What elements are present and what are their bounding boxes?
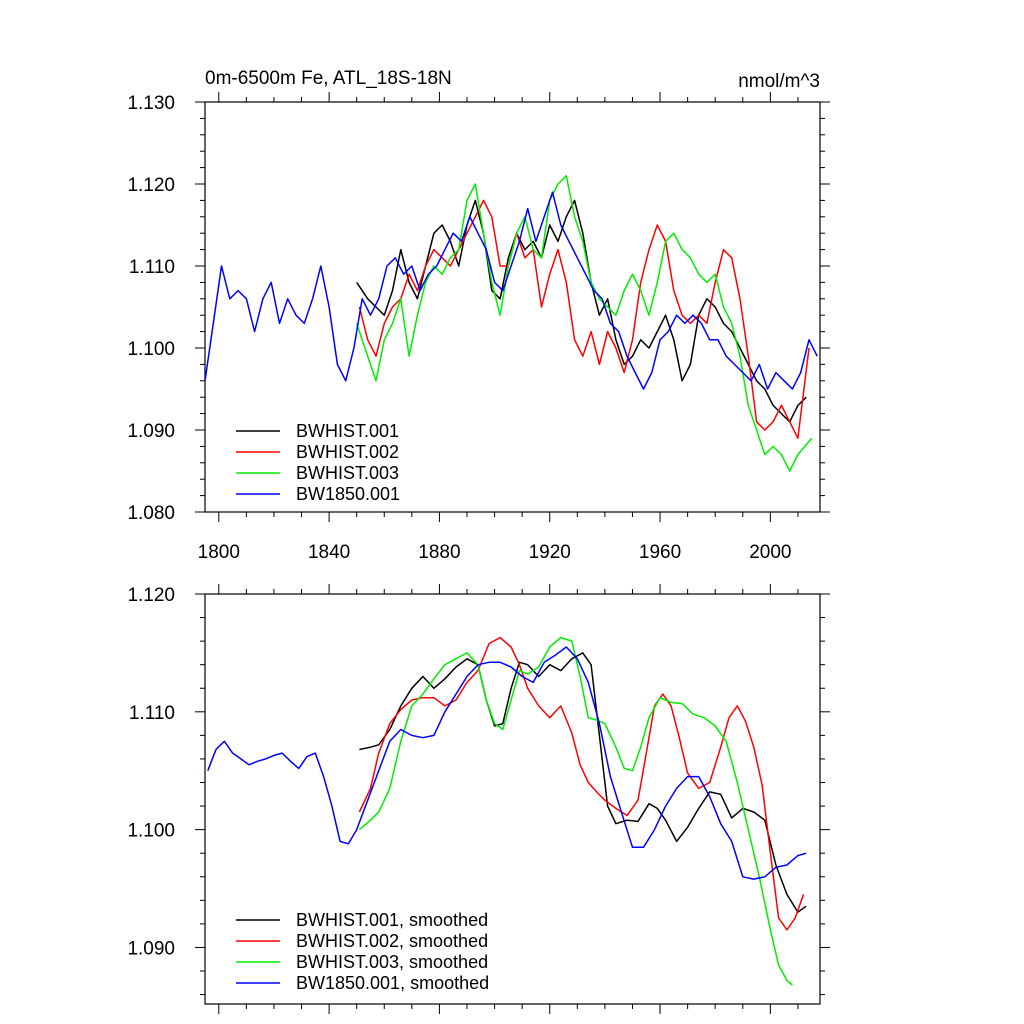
series-line-bwhist-003	[355, 175, 813, 472]
series-line-bw1850-001	[204, 191, 818, 390]
y-tick-label: 1.080	[127, 503, 175, 524]
chart-title: 0m-6500m Fe, ATL_18S-18N	[205, 68, 452, 89]
y-tick-label: 1.130	[127, 93, 175, 114]
x-tick-label: 1920	[529, 542, 571, 563]
y-tick-label: 1.100	[127, 339, 175, 360]
legend-label: BWHIST.002, smoothed	[296, 931, 488, 951]
series-line-bwhist-002	[358, 199, 810, 439]
legend-label: BWHIST.001	[296, 421, 399, 441]
x-tick-label: 1840	[308, 542, 350, 563]
x-tick-label: 1800	[198, 542, 240, 563]
y-tick-label: 1.090	[127, 938, 175, 959]
series-line-bwhist-001	[356, 199, 807, 423]
y-tick-label: 1.120	[127, 175, 175, 196]
series-line-bwhist-001-smoothed	[359, 652, 807, 913]
y-tick-label: 1.110	[129, 257, 175, 278]
legend-label: BWHIST.002	[296, 442, 399, 462]
top-panel: 1800 1840 1880 1920 1960 2000 1.080 1.090 1.100 1…	[127, 92, 830, 563]
legend-label: BWHIST.001, smoothed	[296, 910, 488, 930]
series-line-bwhist-003-smoothed	[358, 636, 793, 986]
y-tick-label: 1.090	[127, 421, 175, 442]
legend-label: BWHIST.003	[296, 463, 399, 483]
plot-frame	[204, 593, 821, 1005]
x-tick-label: 1960	[639, 542, 681, 563]
series-line-bwhist-002-smoothed	[358, 636, 805, 931]
legend-label: BWHIST.003, smoothed	[296, 952, 488, 972]
series-line-bw1850-001-smoothed	[207, 646, 807, 880]
x-tick-label: 1880	[418, 542, 460, 563]
bottom-panel: 1.090 1.100 1.110 1.120 BWHIST.001, smoothed…	[127, 584, 830, 1014]
units-label: nmol/m^3	[738, 71, 820, 92]
y-tick-label: 1.110	[129, 703, 175, 724]
y-tick-label: 1.120	[127, 585, 175, 606]
x-tick-label: 2000	[749, 542, 791, 563]
legend-label: BW1850.001, smoothed	[296, 973, 489, 993]
y-tick-label: 1.100	[127, 821, 175, 842]
legend-label: BW1850.001	[296, 484, 400, 504]
plot-frame	[204, 101, 821, 513]
